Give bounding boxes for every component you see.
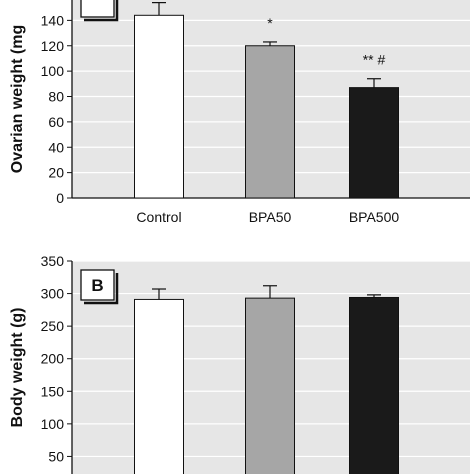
y-tick-label: 150: [41, 383, 65, 399]
significance-label: *: [267, 15, 273, 31]
y-tick-label: 120: [41, 38, 65, 54]
y-axis-title: Body weight (g): [9, 308, 26, 428]
y-tick-label: 80: [48, 89, 64, 105]
y-tick-label: 200: [41, 351, 65, 367]
panel-letter-shadow: [84, 0, 119, 22]
bar: [245, 45, 295, 199]
chart-panel-b: 50 100 150 200 250 300 350 B Body weight (g): [9, 253, 470, 474]
bar: [349, 296, 399, 474]
y-tick-label: 140: [41, 12, 65, 28]
y-tick-label: 300: [41, 286, 65, 302]
y-tick-label: 100: [41, 63, 65, 79]
y-tick-label: 50: [48, 448, 64, 464]
y-tick-label: 100: [41, 416, 65, 432]
bar: [134, 14, 184, 199]
x-category-label: Control: [136, 209, 181, 225]
panel-letter-box: [80, 0, 115, 18]
y-tick-label: 20: [48, 165, 64, 181]
y-tick-label: 160: [41, 0, 65, 3]
significance-label: ** #: [363, 52, 386, 68]
bar: [349, 87, 399, 199]
x-category-label: BPA500: [349, 209, 400, 225]
panel-letter-shadow: [84, 273, 119, 305]
chart-panel-a: 0 20 40 60 80 100 120 140 160 Control * BPA50 ** # BP…: [9, 0, 470, 225]
bar: [245, 297, 295, 474]
panel-letter: B: [91, 276, 103, 295]
x-category-label: BPA50: [249, 209, 292, 225]
y-tick-label: 40: [48, 139, 64, 155]
y-tick-label: 250: [41, 318, 65, 334]
y-tick-label: 60: [48, 114, 64, 130]
y-axis-title: Ovarian weight (mg: [9, 25, 26, 173]
bar: [134, 298, 184, 474]
y-tick-label: 0: [56, 190, 64, 206]
panel-letter-box: [80, 269, 115, 301]
y-tick-label: 350: [41, 253, 65, 269]
